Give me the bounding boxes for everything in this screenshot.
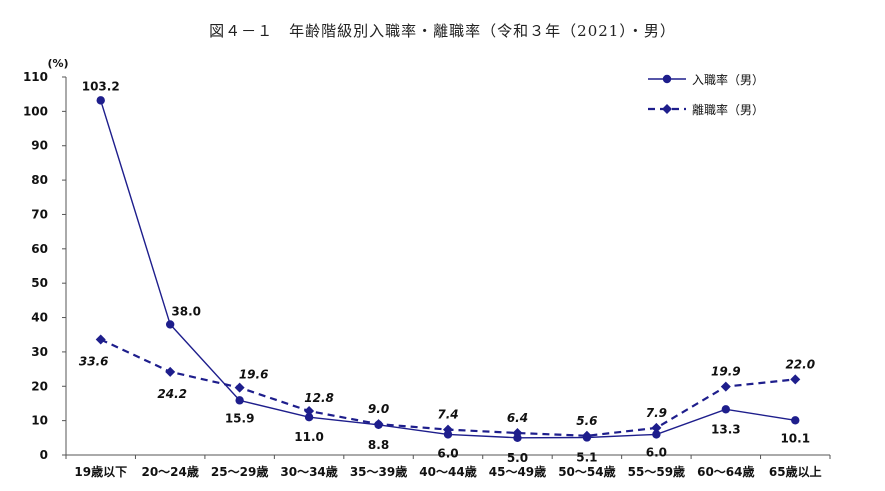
y-axis-unit: (%): [47, 57, 68, 70]
y-tick-label: 90: [31, 139, 48, 153]
separation-rate-point: [720, 381, 731, 392]
legend-label-separation-rate: 離職率（男）: [692, 102, 764, 117]
separation-rate-data-label: 33.6: [79, 355, 109, 369]
hire-rate-point: [304, 413, 314, 422]
separation-rate-data-label: 19.9: [711, 365, 741, 379]
hire-rate-data-label: 10.1: [780, 431, 810, 445]
x-tick-label: 45～49歳: [489, 464, 546, 479]
y-tick-label: 10: [31, 414, 48, 428]
separation-rate-point: [443, 424, 453, 435]
separation-rate-point: [373, 419, 384, 430]
separation-rate-point: [581, 430, 592, 441]
y-tick-label: 50: [31, 276, 48, 290]
separation-rate-point: [95, 334, 106, 345]
separation-rate-point: [790, 374, 801, 385]
hire-rate-data-label: 8.8: [368, 438, 389, 452]
hire-rate-data-label: 5.0: [507, 451, 528, 465]
y-tick-label: 80: [31, 173, 48, 187]
hire-rate-data-label: 6.0: [437, 446, 458, 460]
y-tick-label: 40: [31, 311, 48, 325]
y-axis-ticks: 0 10 20 30 40 50 60 70 80 90 100 110: [23, 70, 66, 462]
x-tick-label: 20～24歳: [141, 464, 198, 479]
hire-rate-data-label: 103.2: [82, 79, 120, 93]
x-tick-label: 30～34歳: [280, 464, 337, 479]
legend: 入職率（男） 離職率（男）: [648, 72, 764, 117]
x-axis-ticks: 19歳以下 20～24歳 25～29歳 30～34歳 35～39歳 40～44歳 45～49…: [65, 455, 831, 479]
separation-rate-point: [512, 428, 523, 439]
hire-rate-data-label: 13.3: [711, 422, 741, 436]
chart-title: 図４－１ 年齢階級別入職率・離職率（令和３年（2021）・男）: [209, 22, 676, 40]
hire-rate-data-label: 11.0: [294, 430, 324, 444]
separation-rate-data-label: 9.0: [368, 402, 389, 416]
legend-diamond-marker: [662, 104, 672, 114]
hire-rate-point: [652, 430, 661, 439]
data-labels: 103.2 38.0 15.9 11.0 8.8 6.0 5.0 5.1 6.0 13.3 10.1…: [79, 79, 815, 464]
y-tick-label: 70: [31, 207, 48, 221]
y-tick-label: 30: [31, 345, 48, 359]
y-tick-label: 60: [31, 242, 48, 256]
hire-rate-point: [721, 405, 731, 414]
separation-rate-data-label: 12.8: [304, 391, 334, 405]
hire-rate-data-label: 5.1: [576, 450, 597, 464]
series-layer: [95, 96, 801, 443]
hire-rate-point: [165, 320, 175, 329]
hire-rate-data-label: 15.9: [225, 411, 255, 425]
y-tick-label: 20: [31, 379, 48, 393]
hire-rate-data-label: 6.0: [646, 445, 667, 459]
separation-rate-data-label: 19.6: [239, 368, 269, 382]
x-tick-label: 25～29歳: [211, 464, 268, 479]
x-tick-label: 55～59歳: [628, 464, 685, 479]
hire-rate-point: [96, 96, 105, 105]
y-tick-label: 100: [23, 104, 48, 118]
hire-rate-point: [791, 416, 800, 425]
x-tick-label: 60～64歳: [697, 464, 754, 479]
separation-rate-point: [651, 422, 662, 433]
separation-rate-data-label: 6.4: [507, 411, 528, 425]
series-line-hire-rate: [100, 100, 796, 439]
separation-rate-data-label: 7.9: [646, 406, 667, 420]
axes: (%): [47, 57, 830, 456]
y-tick-label: 0: [40, 448, 48, 462]
separation-rate-data-label: 24.2: [157, 387, 187, 401]
separation-rate-point: [234, 382, 245, 393]
legend-circle-marker: [662, 74, 672, 84]
x-tick-label: 50～54歳: [558, 464, 615, 479]
y-tick-label: 110: [23, 70, 48, 84]
separation-rate-point: [165, 366, 176, 377]
legend-label-hire-rate: 入職率（男）: [692, 72, 764, 87]
x-tick-label: 40～44歳: [419, 464, 476, 479]
separation-rate-point: [304, 406, 315, 417]
separation-rate-data-label: 5.6: [576, 414, 597, 428]
separation-rate-data-label: 22.0: [785, 357, 815, 371]
separation-rate-data-label: 7.4: [437, 408, 458, 422]
x-tick-label: 35～39歳: [350, 464, 407, 479]
hire-rate-point: [235, 396, 244, 405]
x-tick-label: 65歳以上: [769, 464, 822, 479]
hire-rate-data-label: 38.0: [171, 304, 201, 318]
x-tick-label: 19歳以下: [74, 464, 127, 479]
